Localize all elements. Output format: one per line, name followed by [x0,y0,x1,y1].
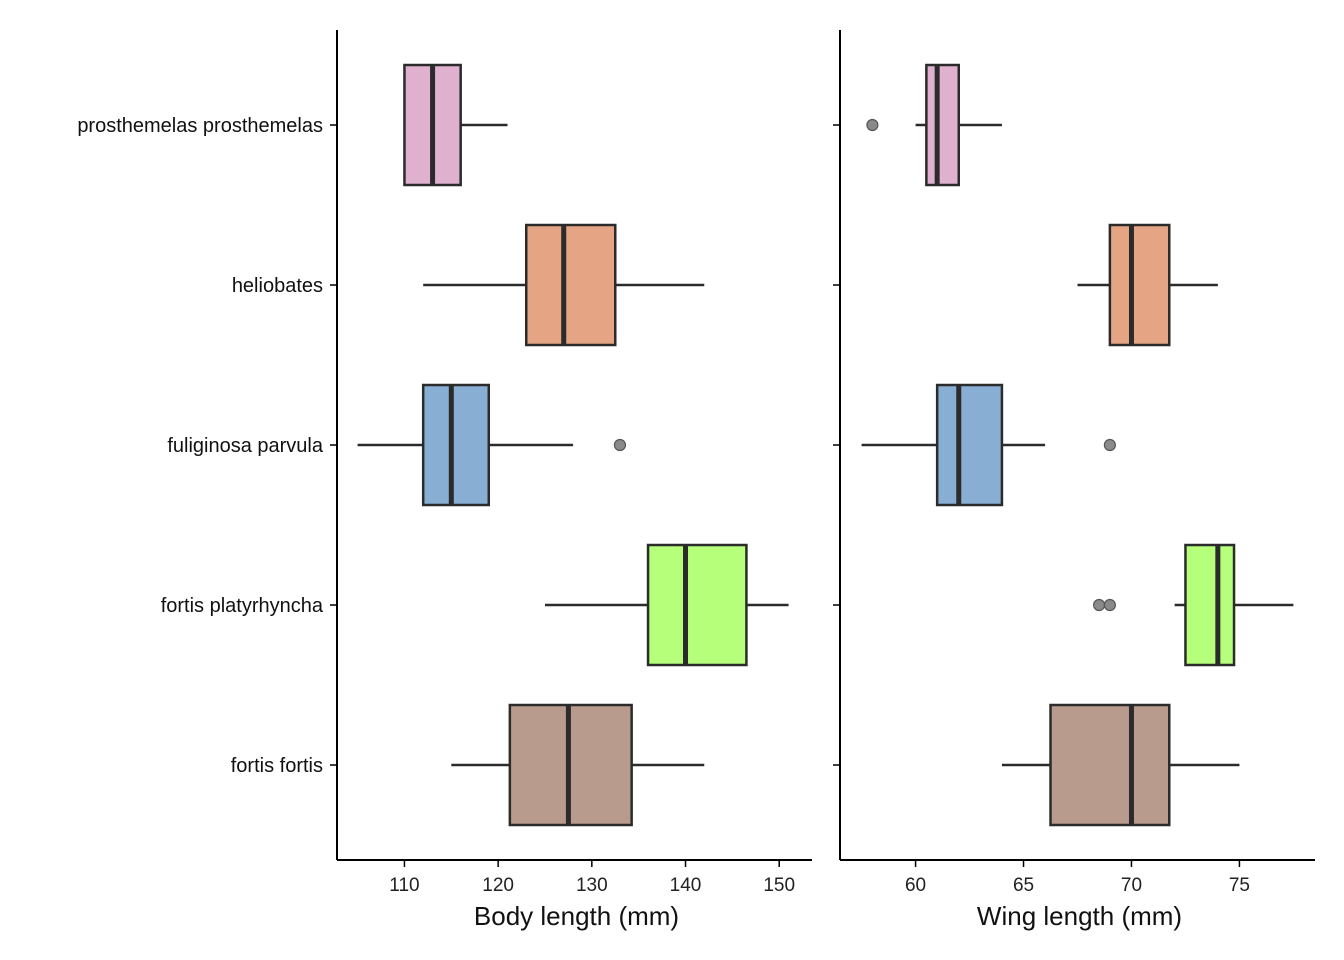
x-tick-label: 60 [905,875,926,896]
box-heliobates [1077,223,1218,347]
outlier-point [866,118,879,132]
iqr-box [925,63,961,187]
iqr-box [935,383,1004,507]
x-tick-label: 65 [1013,875,1034,896]
iqr-box [1184,543,1236,667]
box-heliobates [423,223,705,347]
x-tick-label: 140 [670,875,702,896]
x-tick-label: 130 [576,875,608,896]
panel-1: 110 120 130 140 150 Body length (mm) prostheme… [77,30,812,931]
iqr-box [646,543,748,667]
x-tick-label: 120 [482,875,514,896]
y-tick-label: fortis platyrhyncha [161,595,324,617]
box-prosthemelas-prosthemelas [403,63,508,187]
box-fortis-platyrhyncha [544,543,789,667]
outlier-point [1092,598,1106,612]
box-fortis-fortis [1001,703,1240,827]
x-axis-label: Wing length (mm) [977,901,1182,931]
y-tick-label: heliobates [232,275,323,297]
x-tick-label: 110 [389,875,419,896]
outlier-point [1103,438,1116,452]
iqr-box [525,223,617,347]
iqr-box [1049,703,1171,827]
x-tick-label: 150 [763,875,795,896]
outlier-point [1103,598,1116,612]
panel-2: 60 65 70 75 Wing length (mm) [833,30,1315,931]
box-fortis-platyrhyncha [1092,543,1294,667]
box-fuliginosa-parvula [357,383,627,507]
iqr-box [1108,223,1171,347]
box-fuliginosa-parvula [861,383,1116,507]
x-tick-label: 75 [1229,875,1250,896]
outlier-point [613,438,627,452]
y-tick-label: fuliginosa parvula [167,435,324,457]
box-fortis-fortis [451,703,705,827]
x-axis-label: Body length (mm) [474,901,679,931]
y-tick-label: prosthemelas prosthemelas [77,115,323,137]
y-tick-label: fortis fortis [231,755,323,777]
box-prosthemelas-prosthemelas [866,63,1002,187]
x-tick-label: 70 [1121,875,1142,896]
iqr-box [421,383,491,507]
